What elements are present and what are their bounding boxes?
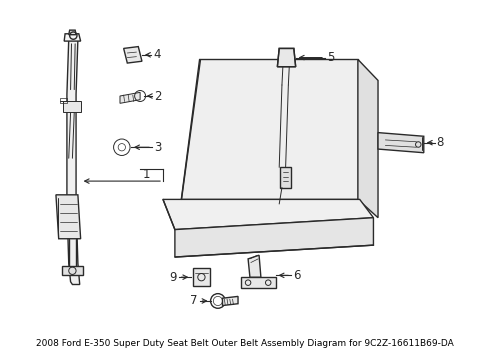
Polygon shape: [69, 30, 76, 35]
Text: 6: 6: [292, 269, 300, 282]
Polygon shape: [247, 255, 261, 277]
Polygon shape: [56, 195, 81, 239]
Text: 7: 7: [190, 294, 197, 307]
Polygon shape: [240, 277, 275, 288]
Polygon shape: [222, 296, 238, 306]
Polygon shape: [280, 167, 290, 188]
Polygon shape: [357, 59, 377, 218]
Text: 5: 5: [326, 51, 333, 64]
Text: 8: 8: [436, 136, 443, 149]
Polygon shape: [62, 266, 83, 275]
Text: 3: 3: [154, 141, 161, 154]
Polygon shape: [181, 59, 357, 199]
Polygon shape: [163, 199, 373, 230]
Polygon shape: [67, 39, 80, 284]
Polygon shape: [120, 93, 140, 103]
Polygon shape: [277, 49, 295, 67]
Polygon shape: [377, 132, 423, 153]
Polygon shape: [123, 46, 142, 63]
Text: 9: 9: [169, 271, 176, 284]
Polygon shape: [63, 102, 81, 112]
Polygon shape: [193, 268, 209, 286]
Text: 2: 2: [154, 90, 161, 103]
Polygon shape: [64, 34, 81, 41]
Text: 2008 Ford E-350 Super Duty Seat Belt Outer Belt Assembly Diagram for 9C2Z-16611B: 2008 Ford E-350 Super Duty Seat Belt Out…: [36, 338, 452, 347]
Text: 4: 4: [153, 48, 160, 61]
Polygon shape: [175, 218, 373, 257]
Text: 1: 1: [142, 168, 150, 181]
